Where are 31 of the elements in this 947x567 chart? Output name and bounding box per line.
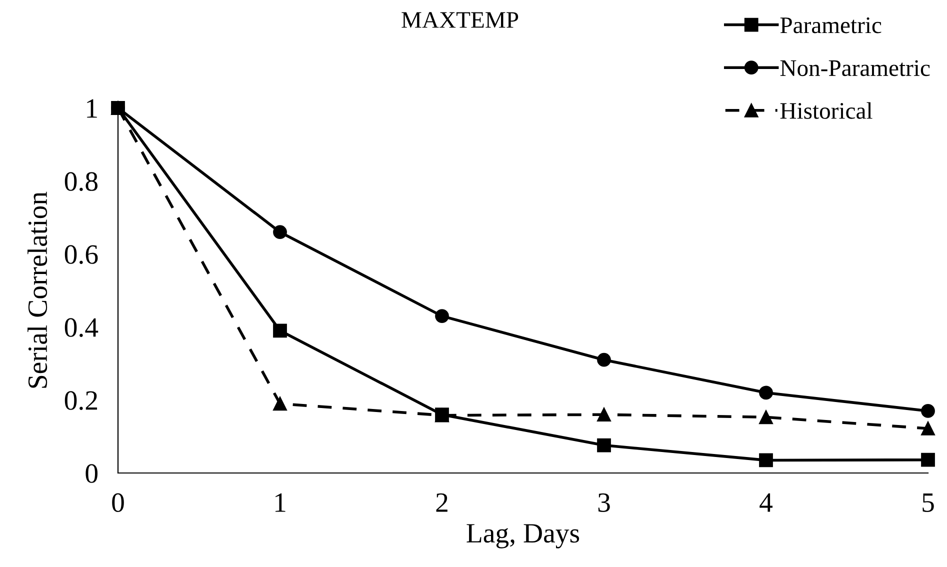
x-tick-label: 0 xyxy=(112,493,124,512)
y-tick-label: 0.8 xyxy=(64,172,98,192)
y-tick-label: 0 xyxy=(86,464,98,483)
point xyxy=(597,352,611,367)
y-tick-label: 1 xyxy=(87,99,97,118)
point xyxy=(759,410,773,424)
x-tick-label: 2 xyxy=(436,493,448,512)
point xyxy=(921,422,935,436)
legend-label: Historical xyxy=(780,102,872,119)
x-axis-title: Lag, Days xyxy=(466,524,580,548)
y-tick-label: 0.6 xyxy=(64,245,98,264)
point xyxy=(273,225,287,240)
x-tick-label: 1 xyxy=(276,493,286,512)
point xyxy=(273,396,287,411)
x-tick-label: 4 xyxy=(760,493,773,512)
point xyxy=(435,309,449,323)
point xyxy=(921,404,935,418)
legend-label: Non-Parametric xyxy=(780,60,930,76)
y-axis-title: Serial Correlation xyxy=(28,192,48,388)
point xyxy=(597,438,611,452)
y-tick-label: 0.4 xyxy=(64,318,98,338)
point xyxy=(921,452,935,467)
point xyxy=(759,386,773,400)
legend-label: Parametric xyxy=(780,17,882,34)
x-tick-label: 5 xyxy=(922,494,934,512)
x-tick-label: 3 xyxy=(598,493,610,512)
chart-title: MAXTEMP xyxy=(402,12,518,28)
point xyxy=(597,408,611,422)
point xyxy=(759,453,773,468)
y-tick-label: 0.2 xyxy=(64,391,98,410)
point xyxy=(273,324,287,338)
